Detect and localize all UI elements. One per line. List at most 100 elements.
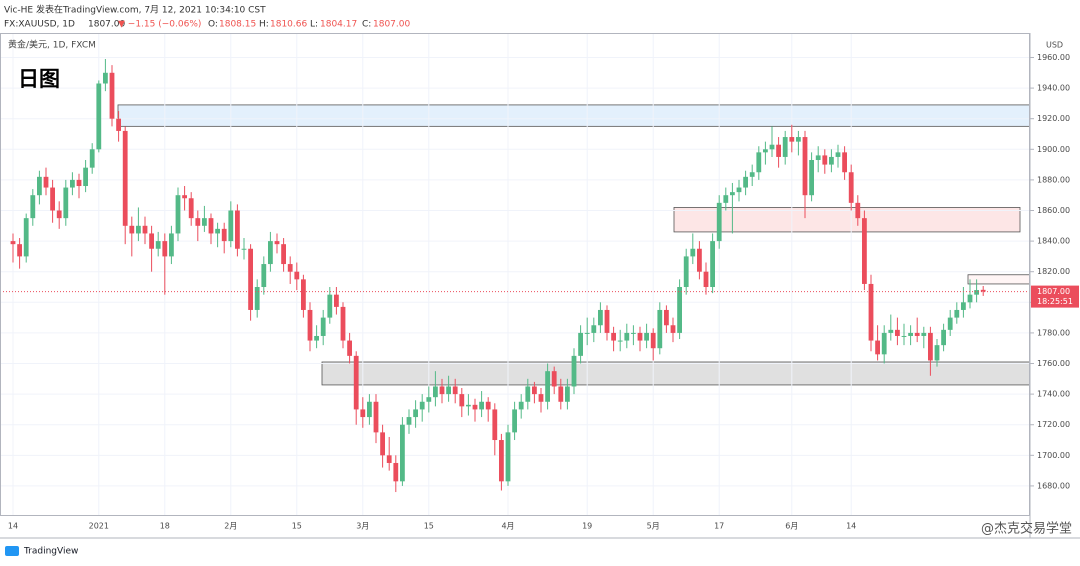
candle-body	[10, 241, 16, 245]
candle-body	[631, 332, 636, 334]
countdown: 18:25:51	[1037, 297, 1073, 306]
candle-body	[452, 386, 458, 395]
candle-body	[644, 332, 649, 341]
x-tick-label: 3月	[356, 522, 369, 531]
candle-body	[129, 225, 135, 234]
candle-body	[228, 210, 234, 242]
candle-body	[776, 144, 781, 157]
price-tag-label: 1807.00	[1037, 287, 1070, 296]
candle-body	[835, 152, 841, 157]
candle-body	[70, 179, 75, 188]
h-label: H:	[259, 20, 269, 30]
zone	[673, 207, 1021, 233]
x-tick-label: 18	[160, 522, 170, 531]
candle-body	[254, 287, 260, 310]
candle-body	[373, 401, 379, 433]
candle-body	[347, 340, 352, 356]
candle-body	[499, 440, 504, 482]
candle-body	[848, 172, 854, 203]
plot	[0, 59, 1030, 493]
candle-body	[736, 187, 742, 193]
y-tick-label: 1740.00	[1037, 390, 1070, 399]
y-tick-label: 1940.00	[1037, 84, 1070, 93]
candle-body	[76, 179, 82, 187]
candle-body	[617, 340, 623, 342]
candle-body	[195, 218, 201, 226]
candle-body	[340, 306, 346, 341]
candle-body	[914, 332, 920, 336]
candle-body	[56, 210, 62, 219]
candle-body	[175, 195, 181, 234]
candle-body	[301, 279, 306, 310]
chart-title: 日图	[18, 67, 60, 91]
candle-body	[30, 195, 36, 219]
y-tick-label: 1900.00	[1037, 145, 1070, 154]
candle-body	[558, 386, 564, 402]
x-tick-label: 14	[8, 522, 18, 531]
zone	[117, 104, 1031, 127]
candle-body	[188, 198, 194, 219]
candle-body	[50, 187, 55, 211]
y-tick-label: 1860.00	[1037, 206, 1070, 215]
candle-body	[611, 332, 616, 341]
candle-body	[604, 309, 610, 333]
candle-body	[459, 394, 465, 407]
candle-body	[868, 283, 874, 341]
candle-body	[162, 241, 168, 257]
candle-body	[479, 401, 484, 410]
candle-body	[756, 152, 762, 173]
candle-body	[789, 137, 795, 142]
candle-body	[386, 455, 392, 463]
candle-body	[980, 289, 986, 292]
candle-body	[584, 332, 590, 334]
watermark: @杰克交易学堂	[981, 521, 1072, 537]
zone	[321, 361, 1031, 386]
candle-body	[901, 335, 907, 337]
candle-body	[122, 130, 128, 226]
candle-body	[829, 156, 834, 165]
candle-body	[895, 329, 900, 336]
x-tick-label: 15	[292, 522, 302, 531]
candle-body	[822, 155, 828, 165]
change: ▼ −1.15 (−0.06%)	[118, 20, 201, 30]
candle-body	[439, 386, 445, 395]
x-tick-label: 14	[846, 522, 856, 531]
candle-body	[261, 264, 267, 288]
candle-body	[433, 386, 438, 398]
candle-body	[169, 233, 174, 257]
candle-body	[664, 309, 669, 326]
candle-body	[96, 83, 102, 150]
candle-body	[182, 195, 187, 199]
candle-body	[142, 225, 148, 234]
o-label: O:	[208, 20, 218, 30]
candle-body	[565, 386, 570, 402]
candle-body	[235, 210, 240, 249]
candle-body	[525, 386, 531, 402]
candle-body	[749, 172, 755, 177]
candle-body	[842, 152, 847, 173]
candle-body	[545, 371, 550, 402]
x-tick-label: 2021	[89, 522, 109, 531]
candle-body	[518, 401, 524, 410]
y-tick-label: 1880.00	[1037, 175, 1070, 184]
x-tick-label: 2月	[224, 522, 237, 531]
candle-body	[505, 432, 511, 482]
candle-body	[947, 317, 953, 330]
candle-body	[241, 248, 247, 250]
candle-body	[650, 332, 656, 349]
candle-body	[43, 176, 49, 188]
candle-body	[103, 72, 108, 84]
y-tick-label: 1920.00	[1037, 114, 1070, 123]
l-value: 1804.17	[320, 20, 357, 30]
candle-body	[538, 394, 544, 402]
x-tick-label: 6月	[785, 522, 798, 531]
candle-body	[353, 355, 359, 410]
candle-body	[23, 218, 29, 257]
x-tick-label: 19	[582, 522, 592, 531]
candle-body	[697, 248, 702, 272]
candle-body	[591, 325, 597, 333]
y-tick-label: 1780.00	[1037, 328, 1070, 337]
candle-body	[109, 72, 115, 119]
candle-body	[17, 244, 22, 257]
